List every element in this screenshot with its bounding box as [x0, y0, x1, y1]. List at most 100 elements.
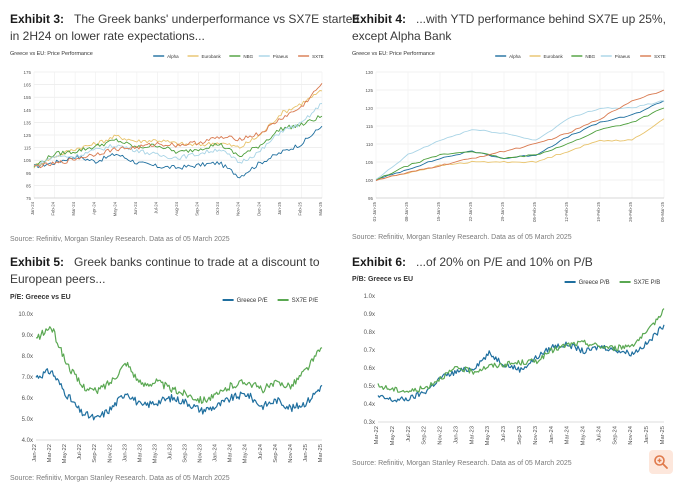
y-tick-label: 0.3x: [364, 420, 375, 426]
x-tick-label: Jan-25: [303, 444, 309, 462]
x-tick-label: Sep-22: [92, 444, 98, 463]
x-tick-label: May-24: [243, 443, 249, 463]
y-tick-label: 125: [23, 133, 31, 138]
x-tick-label: Nov-24: [288, 443, 294, 462]
y-tick-label: 0.7x: [364, 348, 375, 354]
x-tick-label: May-24: [581, 425, 587, 445]
series-line-nbg: [33, 115, 323, 168]
exhibit-5-title: Exhibit 5: Greek banks continue to trade …: [10, 254, 320, 288]
legend-label: SX7E: [312, 54, 324, 59]
x-tick-label: 08-Jan-25: [404, 201, 409, 221]
exhibit-6-title-line1: ...of 20% on P/E and 10% on P/B: [416, 255, 593, 269]
series-line-sx7e: [375, 89, 665, 182]
x-tick-label: 19-Feb-25: [596, 201, 601, 221]
series-line-eurobank: [375, 118, 665, 181]
x-tick-label: 22-Jan-25: [468, 201, 473, 221]
x-tick-label: Dec-24: [256, 201, 261, 215]
legend-label: SX7E P/E: [292, 298, 319, 304]
exhibit-3-title-line1: The Greek banks' underperformance vs SX7…: [74, 12, 360, 26]
x-tick-label: Sep-24: [195, 201, 200, 215]
x-tick-label: Nov-24: [236, 201, 241, 215]
x-tick-label: Sep-22: [422, 426, 428, 445]
exhibit-5-source: Source: Refinitiv, Morgan Stanley Resear…: [10, 475, 230, 482]
x-tick-label: 12-Feb-25: [564, 201, 569, 221]
y-tick-label: 135: [23, 120, 31, 125]
x-tick-label: May-24: [112, 201, 117, 216]
exhibit-5-number: Exhibit 5:: [10, 255, 65, 269]
y-tick-label: 0.5x: [364, 384, 375, 390]
y-tick-label: 105: [23, 158, 31, 163]
y-tick-label: 5.0x: [22, 417, 33, 423]
y-tick-label: 75: [26, 196, 32, 201]
zoom-button[interactable]: [649, 450, 673, 474]
x-tick-label: Mar-25: [318, 201, 323, 215]
exhibit-5-title-line1: Greek banks continue to trade at a disco…: [74, 255, 320, 269]
y-tick-label: 115: [24, 146, 32, 151]
zoom-in-icon: [654, 455, 668, 469]
x-tick-label: Sep-24: [612, 425, 618, 444]
y-tick-label: 85: [26, 183, 32, 188]
exhibit-3-title: Exhibit 3: The Greek banks' underperforma…: [10, 11, 359, 45]
x-tick-label: Jul-24: [596, 425, 602, 442]
y-tick-label: 115: [366, 124, 374, 129]
x-tick-label: Jul-24: [258, 443, 264, 460]
series-line-greece-p-e: [35, 368, 323, 421]
x-tick-label: Mar-25: [660, 426, 666, 444]
legend-label: Eurobank: [202, 54, 222, 59]
y-tick-label: 145: [23, 108, 31, 113]
x-tick-label: Nov-22: [107, 444, 113, 463]
series-line-nbg: [375, 107, 665, 181]
exhibit-5-chart: P/E: Greece vs EU SX7E P/E Greece P/E 4.0x 5…: [10, 294, 324, 463]
legend-label: Alpha: [509, 54, 521, 59]
y-tick-label: 0.6x: [364, 366, 375, 372]
chart-title: P/B: Greece vs EU: [352, 276, 413, 283]
x-tick-label: Mar-24: [565, 425, 571, 444]
chart-title: Greece vs EU: Price Performance: [352, 51, 435, 57]
y-tick-label: 95: [368, 196, 374, 201]
exhibit-3-number: Exhibit 3:: [10, 12, 65, 26]
x-tick-label: May-23: [485, 426, 491, 445]
exhibit-4-chart: Greece vs EU: Price Performance SX7E Pirae…: [352, 51, 666, 222]
x-tick-label: May-23: [152, 444, 158, 463]
exhibit-6-source: Source: Refinitiv, Morgan Stanley Resear…: [352, 460, 572, 467]
x-tick-label: Mar-22: [374, 426, 380, 444]
x-tick-label: 15-Jan-25: [436, 201, 441, 221]
y-tick-label: 8.0x: [22, 354, 33, 360]
legend-label: NBG: [585, 54, 595, 59]
y-tick-label: 155: [23, 95, 31, 100]
y-tick-label: 0.8x: [364, 330, 375, 336]
y-tick-label: 100: [365, 178, 373, 183]
y-tick-label: 105: [365, 160, 373, 165]
x-tick-label: Jul-23: [167, 444, 173, 460]
legend-label: Alpha: [167, 54, 179, 59]
exhibit-3-source: Source: Refinitiv, Morgan Stanley Resear…: [10, 236, 230, 243]
y-tick-label: 165: [23, 83, 31, 88]
y-tick-label: 175: [23, 70, 31, 75]
x-tick-label: Sep-23: [183, 444, 189, 463]
x-tick-label: Jan-24: [30, 201, 35, 215]
exhibit-4-title-line1: ...with YTD performance behind SX7E up 2…: [416, 12, 666, 26]
x-tick-label: Mar-22: [47, 444, 53, 462]
x-tick-label: Jul-22: [77, 444, 83, 460]
x-tick-label: May-22: [390, 426, 396, 445]
series-line-eurobank: [33, 90, 323, 169]
legend-label: Piraeus: [615, 54, 631, 59]
legend-label: SX7E: [654, 54, 666, 59]
x-tick-label: 26-Feb-25: [628, 201, 633, 221]
x-tick-label: Mar-23: [469, 426, 475, 444]
x-tick-label: Jun-24: [133, 201, 138, 215]
x-tick-label: Mar-23: [137, 444, 143, 462]
legend-label: Piraeus: [273, 54, 289, 59]
x-tick-label: Jan-22: [32, 444, 38, 462]
x-tick-label: May-22: [62, 444, 68, 463]
y-tick-label: 110: [366, 142, 374, 147]
legend-label: SX7E P/B: [634, 280, 661, 286]
series-line-sx7e-p-e: [35, 326, 323, 404]
x-tick-label: Aug-24: [174, 201, 179, 215]
x-tick-label: Jul-23: [501, 426, 507, 442]
series-line-greece-p-b: [377, 324, 665, 403]
chart-title: P/E: Greece vs EU: [10, 294, 71, 301]
x-tick-label: Jan-23: [122, 444, 128, 462]
x-tick-label: Jan-25: [277, 201, 282, 215]
series-line-sx7e: [33, 83, 323, 169]
